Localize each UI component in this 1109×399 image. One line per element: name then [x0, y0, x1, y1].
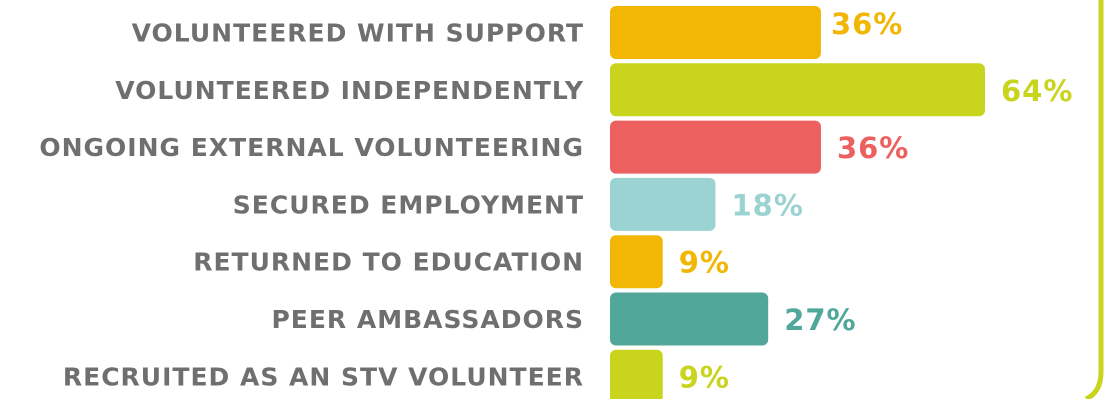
value-label: 27% [784, 303, 856, 337]
bar [610, 235, 663, 289]
category-label: PEER AMBASSADORS [271, 305, 584, 334]
category-label: RETURNED TO EDUCATION [193, 248, 584, 277]
category-label: SECURED EMPLOYMENT [233, 190, 584, 219]
bar [610, 63, 985, 117]
value-label: 36% [831, 7, 903, 41]
category-label: VOLUNTEERED INDEPENDENTLY [115, 76, 584, 105]
bar [610, 349, 663, 399]
bar [610, 292, 769, 346]
value-label: 64% [1001, 74, 1073, 108]
bar [610, 6, 821, 59]
value-label: 36% [837, 131, 909, 165]
value-label: 9% [679, 360, 730, 394]
value-label: 9% [679, 246, 730, 280]
bar [610, 177, 716, 231]
category-label: VOLUNTEERED WITH SUPPORT [132, 19, 584, 48]
frame-edge [1084, 0, 1104, 399]
value-label: 18% [731, 188, 803, 222]
category-label: RECRUITED AS AN STV VOLUNTEER [63, 362, 584, 391]
bar [610, 120, 821, 174]
category-label: ONGOING EXTERNAL VOLUNTEERING [39, 133, 584, 162]
